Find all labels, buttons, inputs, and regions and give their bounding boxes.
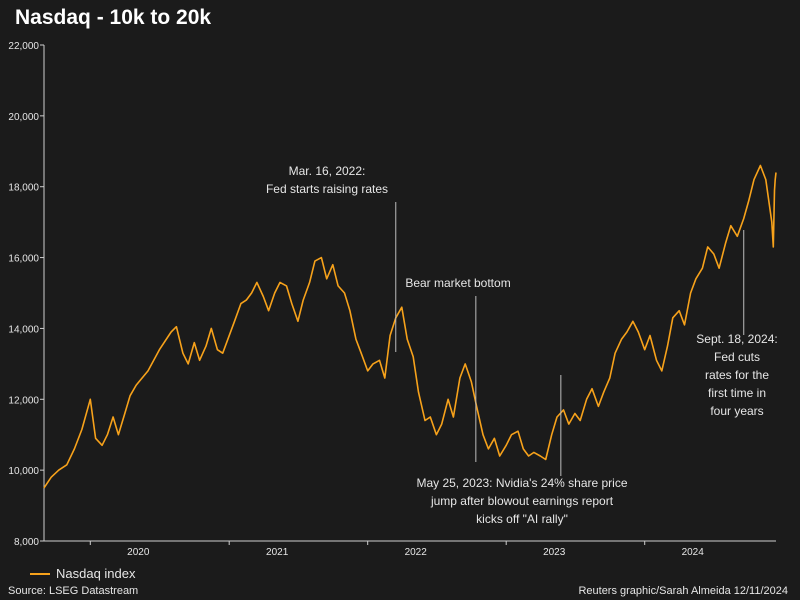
x-tick-label: 2020 [127, 547, 150, 558]
x-tick-label: 2021 [266, 547, 289, 558]
annotation-text: Sept. 18, 2024: Fed cuts rates for the firs… [696, 332, 777, 418]
annotation-line-text: Fed starts raising rates [266, 182, 388, 196]
series-line-nasdaq-index [43, 164, 777, 489]
y-tick-label: 18,000 [8, 183, 39, 194]
annotation-line-text: Mar. 16, 2022: [289, 164, 366, 178]
annotation-text: Bear market bottom [405, 276, 510, 290]
y-tick-label: 16,000 [8, 254, 39, 265]
y-tick-label: 22,000 [8, 41, 39, 52]
annotation-line-text: first time in [708, 386, 766, 400]
annotation-line-text: Bear market bottom [405, 276, 510, 290]
annotation-line-text: kicks off "AI rally" [476, 512, 568, 526]
credit-note: Reuters graphic/Sarah Almeida 12/11/2024 [578, 585, 788, 597]
annotation-line-text: four years [710, 404, 763, 418]
chart-title: Nasdaq - 10k to 20k [15, 6, 212, 29]
legend-label: Nasdaq index [56, 566, 136, 581]
x-tick-label: 2023 [543, 547, 566, 558]
legend-swatch [30, 572, 50, 575]
annotation-line-text: Sept. 18, 2024: [696, 332, 777, 346]
annotation-text: Mar. 16, 2022: Fed starts raising rates [266, 164, 388, 196]
annotation-line-text: rates for the [705, 368, 769, 382]
annotation-text: May 25, 2023: Nvidia's 24% share price ju… [416, 476, 627, 526]
y-tick-label: 12,000 [8, 395, 39, 406]
x-tick-label: 2024 [682, 547, 705, 558]
y-tick-label: 10,000 [8, 466, 39, 477]
y-tick-label: 14,000 [8, 324, 39, 335]
source-note: Source: LSEG Datastream [8, 585, 139, 597]
annotation-line-text: Fed cuts [714, 350, 760, 364]
y-tick-label: 20,000 [8, 112, 39, 123]
legend: Nasdaq index [30, 566, 136, 581]
x-tick-label: 2022 [405, 547, 428, 558]
annotation-line-text: May 25, 2023: Nvidia's 24% share price [416, 476, 627, 490]
y-tick-label: 8,000 [14, 537, 39, 548]
annotation-line-text: jump after blowout earnings report [430, 494, 614, 508]
